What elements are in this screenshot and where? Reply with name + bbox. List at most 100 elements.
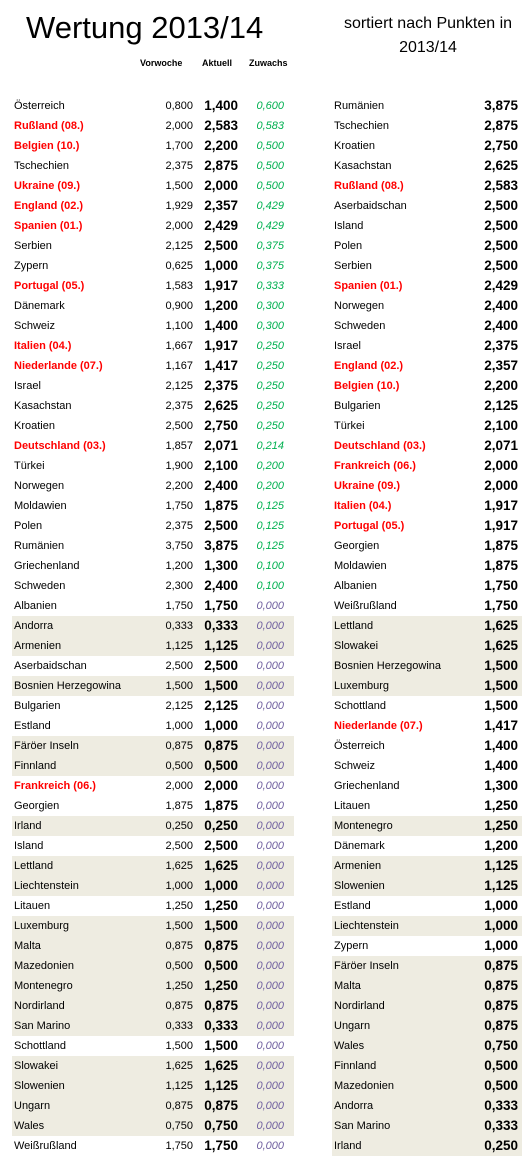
table-row: Schweden 2,300 2,400 0,100 bbox=[12, 576, 294, 596]
table-row: Israel 2,375 bbox=[332, 336, 522, 356]
points-value: 1,750 bbox=[484, 598, 518, 613]
growth-value: 0,583 bbox=[256, 120, 284, 132]
country-name: Wales bbox=[14, 1120, 45, 1132]
current-value: 2,375 bbox=[204, 378, 238, 393]
prev-value: 2,200 bbox=[165, 480, 193, 492]
points-value: 0,875 bbox=[484, 958, 518, 973]
table-row: Israel 2,125 2,375 0,250 bbox=[12, 376, 294, 396]
current-value: 1,917 bbox=[204, 338, 238, 353]
prev-value: 0,750 bbox=[165, 1120, 193, 1132]
current-value: 0,250 bbox=[204, 818, 238, 833]
country-name: Schweden bbox=[334, 320, 386, 332]
table-row: Schottland 1,500 1,500 0,000 bbox=[12, 1036, 294, 1056]
table-row: Weißrußland 1,750 bbox=[332, 596, 522, 616]
table-row: Dänemark 1,200 bbox=[332, 836, 522, 856]
growth-value: 0,500 bbox=[256, 180, 284, 192]
table-row: Türkei 2,100 bbox=[332, 416, 522, 436]
growth-value: 0,250 bbox=[256, 360, 284, 372]
table-row: Litauen 1,250 bbox=[332, 796, 522, 816]
country-name: Mazedonien bbox=[334, 1080, 394, 1092]
points-value: 1,625 bbox=[484, 638, 518, 653]
points-value: 2,357 bbox=[484, 358, 518, 373]
table-row: Luxemburg 1,500 bbox=[332, 676, 522, 696]
table-row: Finnland 0,500 bbox=[332, 1056, 522, 1076]
prev-value: 0,333 bbox=[165, 620, 193, 632]
prev-value: 0,900 bbox=[165, 300, 193, 312]
table-row: Zypern 1,000 bbox=[332, 936, 522, 956]
country-name: Montenegro bbox=[14, 980, 73, 992]
country-name: Ukraine (09.) bbox=[14, 180, 81, 192]
country-name: Schweiz bbox=[14, 320, 55, 332]
table-row: Albanien 1,750 bbox=[332, 576, 522, 596]
current-value: 0,875 bbox=[204, 738, 238, 753]
country-name: Lettland bbox=[334, 620, 374, 632]
growth-value: 0,000 bbox=[256, 920, 284, 932]
points-value: 1,917 bbox=[484, 518, 518, 533]
growth-value: 0,000 bbox=[256, 700, 284, 712]
growth-value: 0,100 bbox=[256, 560, 284, 572]
points-value: 2,000 bbox=[484, 458, 518, 473]
ranking-table: Rumänien 3,875 Tschechien 2,875 Kroatien 2,75… bbox=[332, 96, 522, 1156]
country-name: Italien (04.) bbox=[334, 500, 392, 512]
growth-value: 0,000 bbox=[256, 1080, 284, 1092]
country-name: Slowenien bbox=[334, 880, 385, 892]
country-name: Niederlande (07.) bbox=[14, 360, 103, 372]
country-name: Türkei bbox=[334, 420, 365, 432]
points-value: 2,071 bbox=[484, 438, 518, 453]
country-name: Moldawien bbox=[334, 560, 387, 572]
table-row: Rumänien 3,750 3,875 0,125 bbox=[12, 536, 294, 556]
prev-value: 0,875 bbox=[165, 940, 193, 952]
country-name: Irland bbox=[334, 1140, 362, 1152]
table-row: Griechenland 1,200 1,300 0,100 bbox=[12, 556, 294, 576]
table-row: Niederlande (07.) 1,167 1,417 0,250 bbox=[12, 356, 294, 376]
points-value: 1,500 bbox=[484, 698, 518, 713]
growth-value: 0,000 bbox=[256, 640, 284, 652]
prev-value: 1,625 bbox=[165, 860, 193, 872]
growth-value: 0,000 bbox=[256, 760, 284, 772]
prev-value: 0,250 bbox=[165, 820, 193, 832]
table-row: Norwegen 2,400 bbox=[332, 296, 522, 316]
current-value: 2,500 bbox=[204, 658, 238, 673]
points-value: 0,500 bbox=[484, 1058, 518, 1073]
country-name: Kroatien bbox=[334, 140, 375, 152]
country-name: Montenegro bbox=[334, 820, 393, 832]
table-row: San Marino 0,333 bbox=[332, 1116, 522, 1136]
current-value: 0,875 bbox=[204, 998, 238, 1013]
table-row: Spanien (01.) 2,429 bbox=[332, 276, 522, 296]
table-row: Italien (04.) 1,917 bbox=[332, 496, 522, 516]
country-name: Schweiz bbox=[334, 760, 375, 772]
table-row: Bulgarien 2,125 bbox=[332, 396, 522, 416]
points-value: 2,400 bbox=[484, 298, 518, 313]
prev-value: 1,125 bbox=[165, 1080, 193, 1092]
growth-value: 0,000 bbox=[256, 660, 284, 672]
growth-value: 0,500 bbox=[256, 140, 284, 152]
current-value: 1,000 bbox=[204, 258, 238, 273]
growth-value: 0,300 bbox=[256, 320, 284, 332]
country-name: Serbien bbox=[14, 240, 52, 252]
points-value: 0,875 bbox=[484, 1018, 518, 1033]
growth-value: 0,000 bbox=[256, 880, 284, 892]
prev-value: 1,500 bbox=[165, 1040, 193, 1052]
points-value: 2,200 bbox=[484, 378, 518, 393]
country-name: Frankreich (06.) bbox=[334, 460, 416, 472]
current-value: 2,583 bbox=[204, 118, 238, 133]
current-value: 1,250 bbox=[204, 978, 238, 993]
table-row: Schottland 1,500 bbox=[332, 696, 522, 716]
country-name: Ungarn bbox=[14, 1100, 51, 1112]
prev-value: 1,200 bbox=[165, 560, 193, 572]
table-row: Armenien 1,125 1,125 0,000 bbox=[12, 636, 294, 656]
header-growth: Zuwachs bbox=[249, 58, 288, 68]
current-value: 1,000 bbox=[204, 878, 238, 893]
country-name: Malta bbox=[334, 980, 361, 992]
prev-value: 0,333 bbox=[165, 1020, 193, 1032]
prev-value: 1,750 bbox=[165, 500, 193, 512]
header-prev: Vorwoche bbox=[140, 58, 183, 68]
current-value: 1,400 bbox=[204, 98, 238, 113]
table-row: Ukraine (09.) 1,500 2,000 0,500 bbox=[12, 176, 294, 196]
table-row: Kroatien 2,500 2,750 0,250 bbox=[12, 416, 294, 436]
growth-value: 0,333 bbox=[256, 280, 284, 292]
points-value: 0,250 bbox=[484, 1138, 518, 1153]
country-name: Estland bbox=[14, 720, 51, 732]
growth-value: 0,000 bbox=[256, 1020, 284, 1032]
country-name: Finnland bbox=[14, 760, 57, 772]
